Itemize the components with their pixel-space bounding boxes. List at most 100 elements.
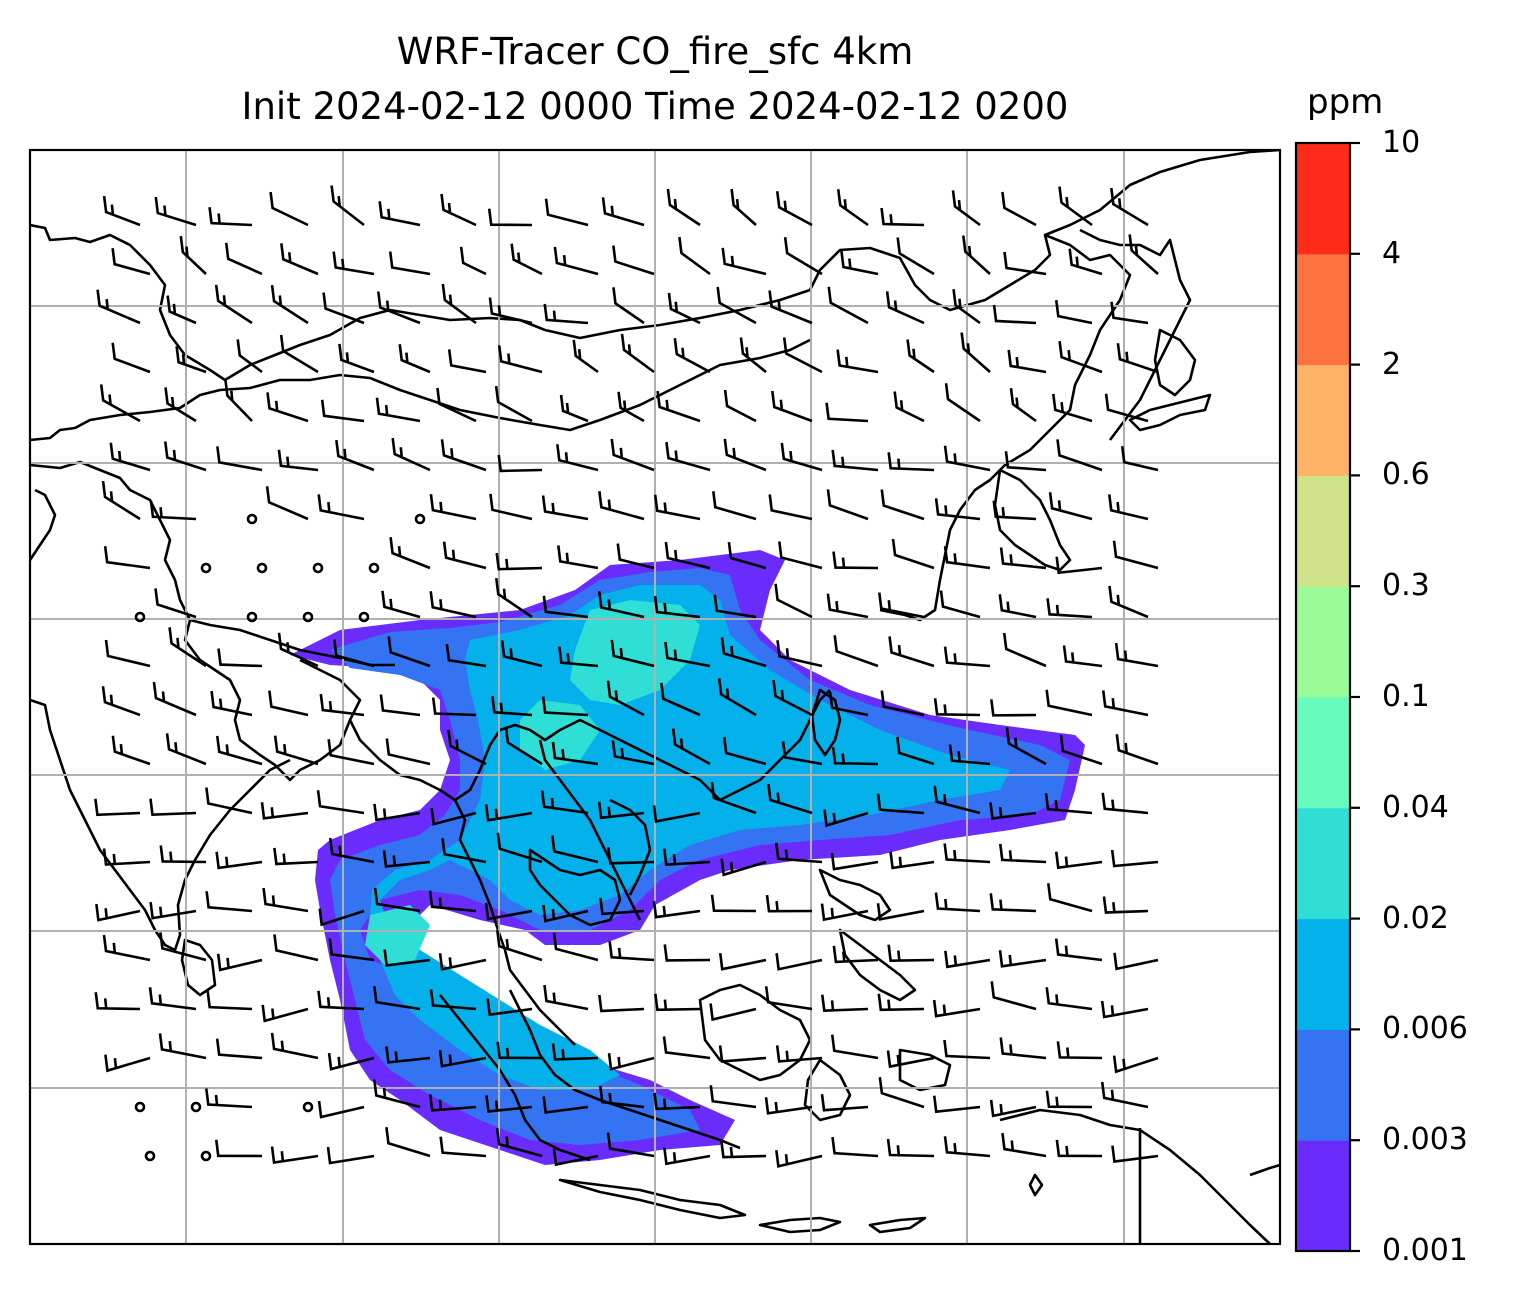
wind-barb bbox=[652, 900, 701, 919]
wind-barb bbox=[723, 438, 767, 472]
wind-barb bbox=[999, 1037, 1047, 1060]
wind-barb bbox=[720, 858, 767, 877]
wind-barb bbox=[721, 247, 767, 276]
wind-barb bbox=[431, 697, 477, 717]
wind-barb bbox=[111, 342, 151, 374]
wind-barb bbox=[889, 851, 935, 870]
wind-barb bbox=[1056, 439, 1103, 472]
wind-barb bbox=[270, 1146, 319, 1165]
wind-barb bbox=[720, 637, 767, 668]
wind-barb bbox=[387, 636, 431, 668]
wind-barb bbox=[880, 207, 925, 227]
wind-barb bbox=[1056, 1041, 1103, 1060]
wind-barb bbox=[827, 286, 869, 325]
wind-barb bbox=[104, 639, 151, 668]
wind-barb bbox=[158, 1033, 207, 1060]
chart-title-line-2: Init 2024-02-12 0000 Time 2024-02-12 020… bbox=[241, 85, 1069, 128]
wind-barb bbox=[660, 682, 701, 717]
wind-barb bbox=[373, 1079, 421, 1109]
wind-barb bbox=[990, 981, 1037, 1011]
wind-barb bbox=[428, 890, 477, 913]
colorbar-tick-label: 2 bbox=[1382, 346, 1402, 382]
wind-barb bbox=[489, 493, 533, 521]
wind-barb bbox=[94, 992, 141, 1011]
wind-barb bbox=[820, 1094, 869, 1112]
wind-barb bbox=[214, 1139, 263, 1158]
wind-barb bbox=[504, 726, 543, 766]
wind-barb bbox=[551, 741, 599, 766]
wind-barb bbox=[277, 632, 319, 668]
colorbar-tick-label: 0.1 bbox=[1382, 679, 1430, 714]
wind-barb bbox=[205, 787, 253, 815]
wind-barb bbox=[823, 809, 869, 828]
wind-barb bbox=[317, 1100, 365, 1119]
wind-barb bbox=[771, 390, 813, 423]
wind-barb bbox=[383, 949, 431, 967]
wind-barb bbox=[718, 1045, 767, 1063]
wind-barb bbox=[495, 1128, 543, 1158]
wind-barb bbox=[878, 1076, 925, 1109]
wind-barb bbox=[774, 842, 823, 864]
wind-barb bbox=[328, 938, 375, 962]
wind-barb bbox=[551, 1043, 599, 1061]
colorbar-segment bbox=[1296, 143, 1350, 255]
wind-barb bbox=[836, 189, 869, 227]
wind-barb bbox=[261, 1004, 309, 1023]
wind-barb bbox=[277, 449, 319, 472]
wind-barb bbox=[95, 903, 141, 922]
wind-barb bbox=[149, 500, 197, 521]
wind-barb bbox=[445, 644, 487, 668]
wind-barb bbox=[327, 739, 375, 766]
wind-barb bbox=[944, 950, 991, 969]
wind-barb bbox=[891, 538, 935, 570]
colorbar-segment bbox=[1296, 1029, 1350, 1141]
colorbar-segment bbox=[1296, 253, 1350, 366]
colorbar-tick-label: 0.04 bbox=[1382, 789, 1449, 825]
calm-wind-marker bbox=[134, 611, 146, 623]
wind-barb bbox=[385, 1046, 431, 1064]
wind-barb bbox=[163, 441, 207, 472]
wind-barb bbox=[673, 338, 711, 374]
wind-barb bbox=[1108, 585, 1149, 619]
wind-barb bbox=[542, 904, 589, 923]
wind-barb bbox=[96, 289, 141, 325]
wind-barb bbox=[886, 1050, 935, 1069]
wind-barb bbox=[1045, 987, 1093, 1011]
wind-barb bbox=[722, 736, 767, 766]
wind-barb bbox=[495, 552, 543, 571]
wind-barb bbox=[727, 541, 767, 570]
wind-barb bbox=[102, 848, 151, 866]
wind-barb bbox=[597, 591, 645, 619]
wind-barb bbox=[440, 193, 477, 227]
wind-barb bbox=[494, 577, 533, 619]
wind-barbs bbox=[94, 185, 1159, 1168]
wind-barb bbox=[179, 235, 207, 275]
wind-barb bbox=[375, 397, 421, 423]
wind-barb bbox=[831, 449, 879, 472]
wind-barb bbox=[1044, 793, 1093, 815]
wind-barb bbox=[764, 1097, 813, 1115]
wind-barb bbox=[373, 887, 421, 913]
wind-barb bbox=[442, 541, 487, 570]
wind-barb bbox=[447, 729, 487, 766]
wind-barb bbox=[952, 289, 981, 325]
wind-barb bbox=[662, 848, 711, 867]
colorbar-segment bbox=[1296, 586, 1350, 698]
wind-barb bbox=[166, 295, 197, 325]
wind-barb bbox=[484, 804, 533, 822]
wind-barb bbox=[998, 843, 1047, 864]
wind-barb bbox=[1110, 187, 1149, 227]
wind-barb bbox=[1001, 1132, 1047, 1158]
wind-barb bbox=[273, 934, 319, 962]
colorbar-segment bbox=[1296, 475, 1350, 587]
wind-barb bbox=[943, 546, 991, 570]
wind-barb bbox=[896, 237, 935, 276]
wind-barb bbox=[152, 681, 197, 717]
wind-barb bbox=[540, 790, 589, 815]
wind-barb bbox=[149, 798, 197, 817]
wind-barb bbox=[175, 346, 207, 374]
wind-barb bbox=[825, 402, 869, 423]
calm-wind-marker bbox=[312, 562, 324, 574]
wind-barb bbox=[723, 389, 757, 423]
wind-barb bbox=[398, 344, 431, 374]
